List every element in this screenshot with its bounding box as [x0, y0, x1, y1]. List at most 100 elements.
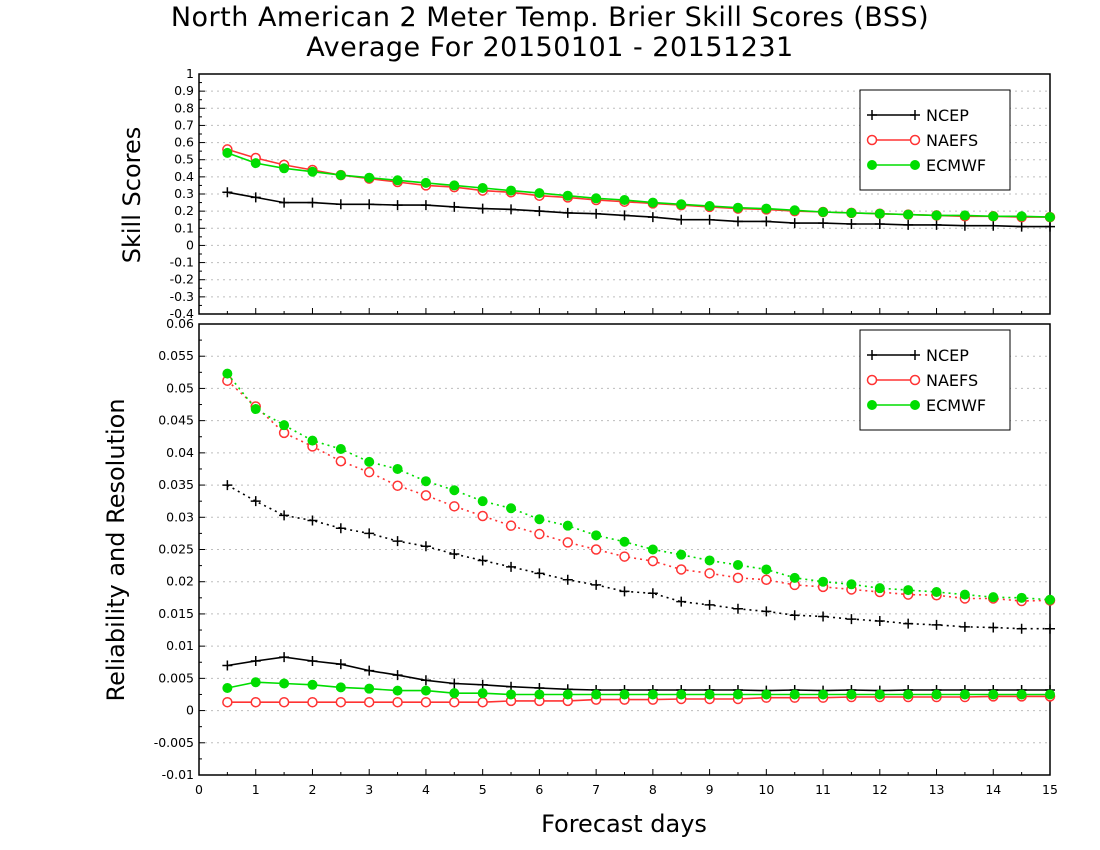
y-tick-label: 0.05	[166, 380, 194, 395]
y-tick-label: 0.045	[158, 413, 194, 428]
x-tick-label: 8	[649, 782, 657, 797]
y-tick-label: -0.2	[170, 272, 194, 287]
data-point	[959, 589, 970, 600]
data-point	[675, 564, 687, 575]
data-point	[363, 466, 375, 478]
data-point	[534, 206, 545, 217]
series-line	[227, 484, 1050, 630]
data-point	[477, 203, 488, 214]
data-point	[874, 583, 885, 594]
data-point	[506, 185, 517, 196]
data-point	[562, 537, 574, 548]
data-point	[591, 193, 602, 204]
data-point	[1016, 211, 1027, 222]
data-point	[591, 530, 602, 541]
series-line	[227, 191, 1050, 228]
x-tick-label: 1	[252, 782, 260, 797]
x-tick-label: 9	[706, 782, 714, 797]
legend-marker	[867, 110, 877, 120]
legend-marker	[867, 350, 877, 360]
data-point	[449, 678, 460, 689]
data-point	[222, 696, 233, 708]
data-point	[1045, 623, 1055, 634]
y-tick-label: 0.005	[158, 670, 194, 685]
legend-label: NCEP	[926, 106, 969, 125]
data-point	[392, 696, 403, 708]
data-point	[931, 689, 942, 700]
data-point	[279, 652, 290, 663]
data-point	[959, 220, 970, 231]
data-point	[647, 212, 658, 223]
data-point	[420, 675, 431, 686]
data-point	[761, 574, 772, 586]
data-point	[789, 572, 800, 583]
reliability-resolution-panel: -0.01 -0.005 0 0.005 0.01 0.015 0.02 0.025 0.03 0…	[154, 316, 1058, 797]
series-ncep-dotted	[222, 480, 1055, 634]
y-tick-label: 0.06	[166, 316, 194, 331]
y-tick-label: 0.035	[158, 477, 194, 492]
x-tick-label: 5	[479, 782, 487, 797]
legend-label: NAEFS	[926, 131, 978, 150]
data-point	[392, 175, 403, 186]
data-point	[534, 689, 545, 700]
y-tick-label: -0.005	[154, 735, 194, 750]
data-point	[534, 514, 545, 525]
data-point	[1045, 221, 1055, 232]
data-point	[818, 576, 829, 587]
skill-score-panel: -0.4 -0.3 -0.2 -0.1 0 0.1 0.2 0.3 0.4 0.5 0.6 0.7 0.…	[170, 66, 1056, 321]
data-point	[789, 610, 800, 621]
legend: NCEP NAEFS ECMWF	[859, 329, 1011, 431]
data-point	[761, 203, 772, 214]
data-point	[505, 520, 517, 531]
series-line	[227, 695, 1050, 704]
data-point	[449, 201, 460, 212]
data-point	[477, 183, 488, 193]
data-point	[704, 568, 715, 579]
data-point	[732, 216, 743, 227]
chart-title: North American 2 Meter Temp. Brier Skill…	[170, 2, 930, 33]
data-point	[591, 208, 602, 219]
x-tick-label: 14	[985, 782, 1001, 797]
data-point	[676, 596, 687, 607]
data-point	[392, 200, 403, 211]
data-point	[761, 564, 772, 575]
data-point	[903, 618, 914, 629]
y-axis-label-skill: Skill Scores	[118, 127, 146, 264]
data-point	[250, 158, 261, 169]
x-tick-label: 3	[365, 782, 373, 797]
data-point	[647, 555, 659, 567]
data-point	[250, 496, 261, 507]
data-point	[818, 207, 829, 217]
data-point	[335, 696, 347, 708]
y-tick-label: 0.7	[174, 117, 194, 132]
data-point	[250, 404, 261, 415]
data-point	[534, 188, 545, 199]
data-point	[732, 572, 744, 584]
data-point	[647, 689, 658, 700]
data-point	[676, 199, 687, 210]
data-point	[988, 689, 999, 700]
plot-frame	[198, 323, 1051, 776]
data-point	[477, 679, 488, 690]
y-tick-label: 0.2	[174, 203, 194, 218]
data-point	[732, 603, 743, 614]
data-point	[335, 682, 346, 693]
y-tick-label: 1	[186, 66, 194, 81]
data-point	[420, 685, 431, 696]
legend-label: ECMWF	[926, 396, 986, 415]
data-point	[874, 219, 885, 229]
data-point	[1045, 212, 1055, 223]
y-tick-label: 0.4	[174, 169, 194, 184]
data-point	[704, 214, 715, 225]
data-point	[789, 205, 800, 216]
data-point	[619, 689, 630, 700]
data-point	[420, 200, 431, 211]
data-point	[903, 209, 914, 220]
data-point	[250, 192, 261, 203]
data-point	[988, 592, 999, 603]
data-point	[846, 219, 857, 229]
data-point	[874, 208, 885, 219]
legend-label: NCEP	[926, 346, 969, 365]
data-point	[619, 586, 630, 597]
y-tick-label: 0.02	[166, 574, 194, 589]
